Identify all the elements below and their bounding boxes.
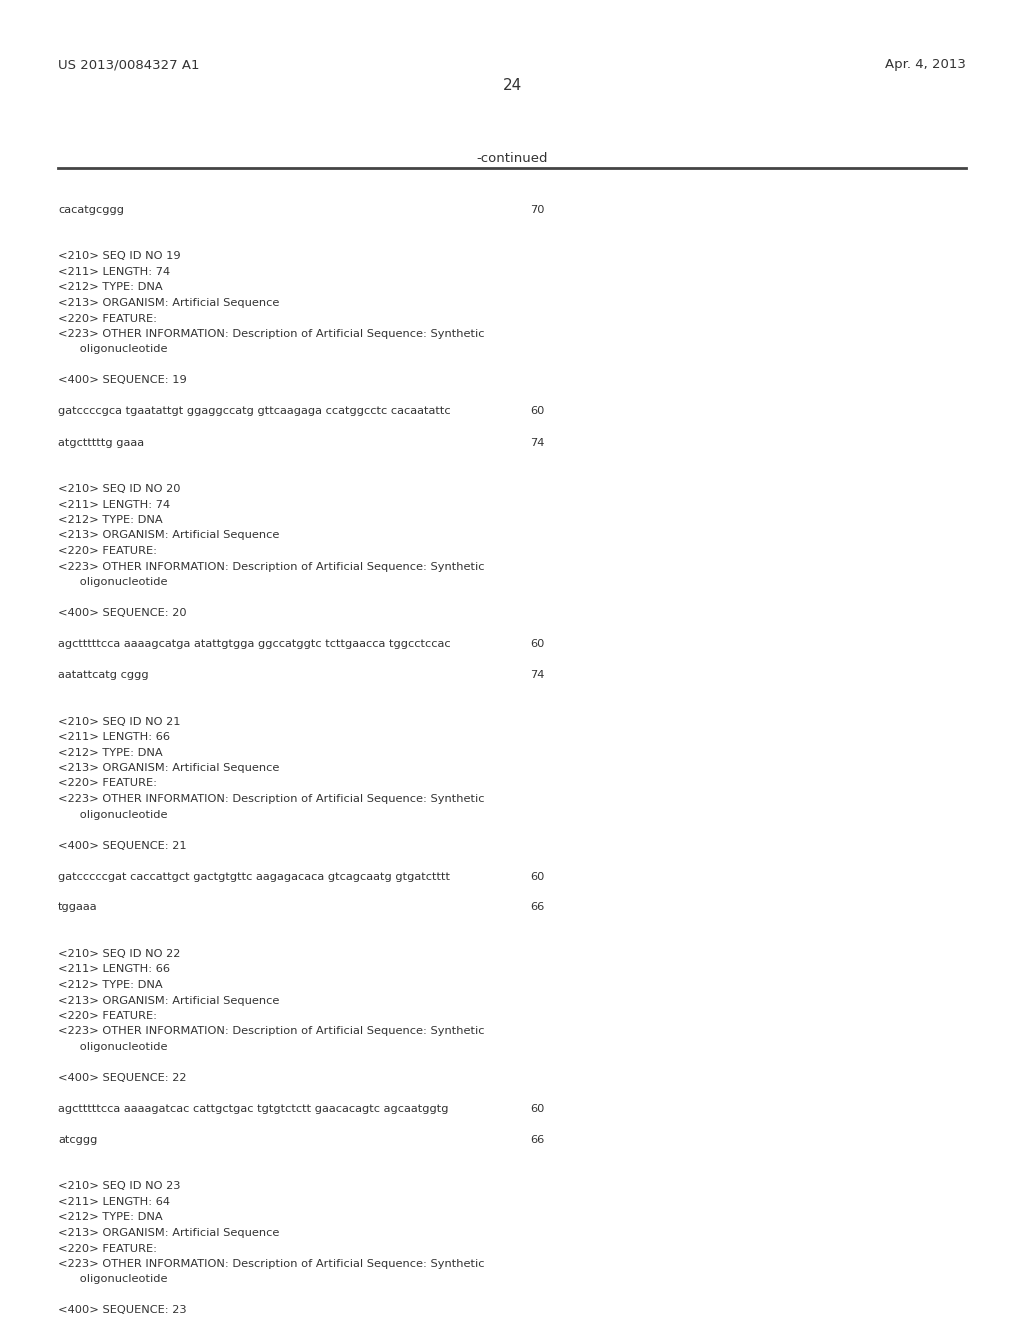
Text: cacatgcggg: cacatgcggg (58, 205, 124, 215)
Text: <212> TYPE: DNA: <212> TYPE: DNA (58, 979, 163, 990)
Text: <220> FEATURE:: <220> FEATURE: (58, 1011, 157, 1020)
Text: <400> SEQUENCE: 22: <400> SEQUENCE: 22 (58, 1073, 186, 1082)
Text: agctttttcca aaaagcatga atattgtgga ggccatggtc tcttgaacca tggcctccac: agctttttcca aaaagcatga atattgtgga ggccat… (58, 639, 451, 649)
Text: <212> TYPE: DNA: <212> TYPE: DNA (58, 1213, 163, 1222)
Text: <400> SEQUENCE: 21: <400> SEQUENCE: 21 (58, 841, 186, 850)
Text: <213> ORGANISM: Artificial Sequence: <213> ORGANISM: Artificial Sequence (58, 531, 280, 540)
Text: 24: 24 (503, 78, 521, 92)
Text: oligonucleotide: oligonucleotide (58, 345, 168, 355)
Text: <400> SEQUENCE: 19: <400> SEQUENCE: 19 (58, 375, 186, 385)
Text: <220> FEATURE:: <220> FEATURE: (58, 1243, 157, 1254)
Text: <220> FEATURE:: <220> FEATURE: (58, 546, 157, 556)
Text: tggaaa: tggaaa (58, 903, 97, 912)
Text: gatcccccgat caccattgct gactgtgttc aagagacaca gtcagcaatg gtgatctttt: gatcccccgat caccattgct gactgtgttc aagaga… (58, 871, 450, 882)
Text: atcggg: atcggg (58, 1135, 97, 1144)
Text: 60: 60 (530, 871, 545, 882)
Text: <211> LENGTH: 66: <211> LENGTH: 66 (58, 965, 170, 974)
Text: 60: 60 (530, 407, 545, 417)
Text: <210> SEQ ID NO 20: <210> SEQ ID NO 20 (58, 484, 180, 494)
Text: <210> SEQ ID NO 19: <210> SEQ ID NO 19 (58, 252, 180, 261)
Text: <213> ORGANISM: Artificial Sequence: <213> ORGANISM: Artificial Sequence (58, 298, 280, 308)
Text: <220> FEATURE:: <220> FEATURE: (58, 779, 157, 788)
Text: <212> TYPE: DNA: <212> TYPE: DNA (58, 282, 163, 293)
Text: <212> TYPE: DNA: <212> TYPE: DNA (58, 515, 163, 525)
Text: <223> OTHER INFORMATION: Description of Artificial Sequence: Synthetic: <223> OTHER INFORMATION: Description of … (58, 1027, 484, 1036)
Text: <400> SEQUENCE: 23: <400> SEQUENCE: 23 (58, 1305, 186, 1316)
Text: <211> LENGTH: 64: <211> LENGTH: 64 (58, 1197, 170, 1206)
Text: 60: 60 (530, 639, 545, 649)
Text: aatattcatg cggg: aatattcatg cggg (58, 671, 148, 680)
Text: <211> LENGTH: 66: <211> LENGTH: 66 (58, 733, 170, 742)
Text: 60: 60 (530, 1104, 545, 1114)
Text: <223> OTHER INFORMATION: Description of Artificial Sequence: Synthetic: <223> OTHER INFORMATION: Description of … (58, 795, 484, 804)
Text: agctttttcca aaaagatcac cattgctgac tgtgtctctt gaacacagtc agcaatggtg: agctttttcca aaaagatcac cattgctgac tgtgtc… (58, 1104, 449, 1114)
Text: Apr. 4, 2013: Apr. 4, 2013 (885, 58, 966, 71)
Text: <212> TYPE: DNA: <212> TYPE: DNA (58, 747, 163, 758)
Text: gatccccgca tgaatattgt ggaggccatg gttcaagaga ccatggcctc cacaatattc: gatccccgca tgaatattgt ggaggccatg gttcaag… (58, 407, 451, 417)
Text: 66: 66 (530, 903, 544, 912)
Text: 66: 66 (530, 1135, 544, 1144)
Text: 70: 70 (530, 205, 545, 215)
Text: -continued: -continued (476, 152, 548, 165)
Text: <223> OTHER INFORMATION: Description of Artificial Sequence: Synthetic: <223> OTHER INFORMATION: Description of … (58, 1259, 484, 1269)
Text: 74: 74 (530, 437, 545, 447)
Text: 74: 74 (530, 671, 545, 680)
Text: <223> OTHER INFORMATION: Description of Artificial Sequence: Synthetic: <223> OTHER INFORMATION: Description of … (58, 329, 484, 339)
Text: oligonucleotide: oligonucleotide (58, 1275, 168, 1284)
Text: <211> LENGTH: 74: <211> LENGTH: 74 (58, 267, 170, 277)
Text: <210> SEQ ID NO 21: <210> SEQ ID NO 21 (58, 717, 180, 726)
Text: <213> ORGANISM: Artificial Sequence: <213> ORGANISM: Artificial Sequence (58, 995, 280, 1006)
Text: US 2013/0084327 A1: US 2013/0084327 A1 (58, 58, 200, 71)
Text: <223> OTHER INFORMATION: Description of Artificial Sequence: Synthetic: <223> OTHER INFORMATION: Description of … (58, 561, 484, 572)
Text: <213> ORGANISM: Artificial Sequence: <213> ORGANISM: Artificial Sequence (58, 1228, 280, 1238)
Text: <400> SEQUENCE: 20: <400> SEQUENCE: 20 (58, 609, 186, 618)
Text: oligonucleotide: oligonucleotide (58, 809, 168, 820)
Text: <211> LENGTH: 74: <211> LENGTH: 74 (58, 499, 170, 510)
Text: atgctttttg gaaa: atgctttttg gaaa (58, 437, 144, 447)
Text: <210> SEQ ID NO 22: <210> SEQ ID NO 22 (58, 949, 180, 960)
Text: oligonucleotide: oligonucleotide (58, 577, 168, 587)
Text: <210> SEQ ID NO 23: <210> SEQ ID NO 23 (58, 1181, 180, 1192)
Text: <220> FEATURE:: <220> FEATURE: (58, 314, 157, 323)
Text: <213> ORGANISM: Artificial Sequence: <213> ORGANISM: Artificial Sequence (58, 763, 280, 774)
Text: oligonucleotide: oligonucleotide (58, 1041, 168, 1052)
